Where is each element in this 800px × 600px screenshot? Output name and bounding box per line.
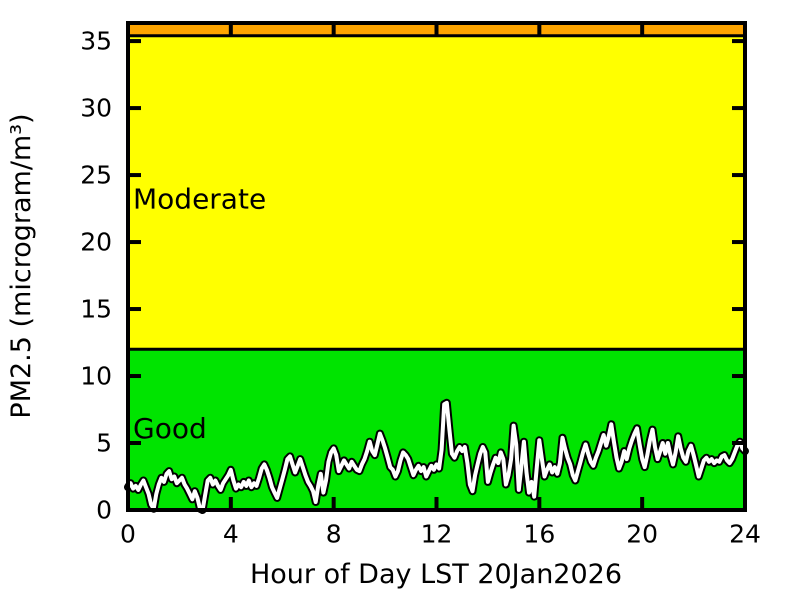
x-tick-label-20: 20 <box>626 520 658 549</box>
x-axis-label: Hour of Day LST 20Jan2026 <box>250 559 622 590</box>
x-tick-label-0: 0 <box>120 520 136 549</box>
pm25-series-line <box>124 398 749 514</box>
x-tick-label-8: 8 <box>326 520 342 549</box>
band-label-good: Good <box>133 412 207 445</box>
axis-ticks <box>126 23 747 512</box>
x-tick-label-4: 4 <box>223 520 239 549</box>
x-tick-label-12: 12 <box>421 520 453 549</box>
y-tick-label-15: 15 <box>80 295 112 324</box>
y-axis-label: PM2.5 (microgram/m³) <box>6 113 37 418</box>
aqi-band-labels: Good Moderate <box>133 183 266 445</box>
aqi-bands <box>128 23 745 510</box>
y-tick-label-35: 35 <box>80 27 112 56</box>
band-moderate <box>128 35 745 350</box>
x-tick-label-24: 24 <box>729 520 761 549</box>
series-core-pm2.5 <box>126 400 747 512</box>
y-tick-label-25: 25 <box>80 161 112 190</box>
y-tick-label-30: 30 <box>80 94 112 123</box>
y-tick-label-10: 10 <box>80 362 112 391</box>
x-tick-label-16: 16 <box>523 520 555 549</box>
y-tick-label-20: 20 <box>80 228 112 257</box>
band-label-moderate: Moderate <box>133 183 266 216</box>
axis-tick-labels: 0 4 8 12 16 20 24 0 5 10 15 20 25 30 35 <box>80 27 761 549</box>
y-tick-label-5: 5 <box>96 429 112 458</box>
y-tick-label-0: 0 <box>96 496 112 525</box>
